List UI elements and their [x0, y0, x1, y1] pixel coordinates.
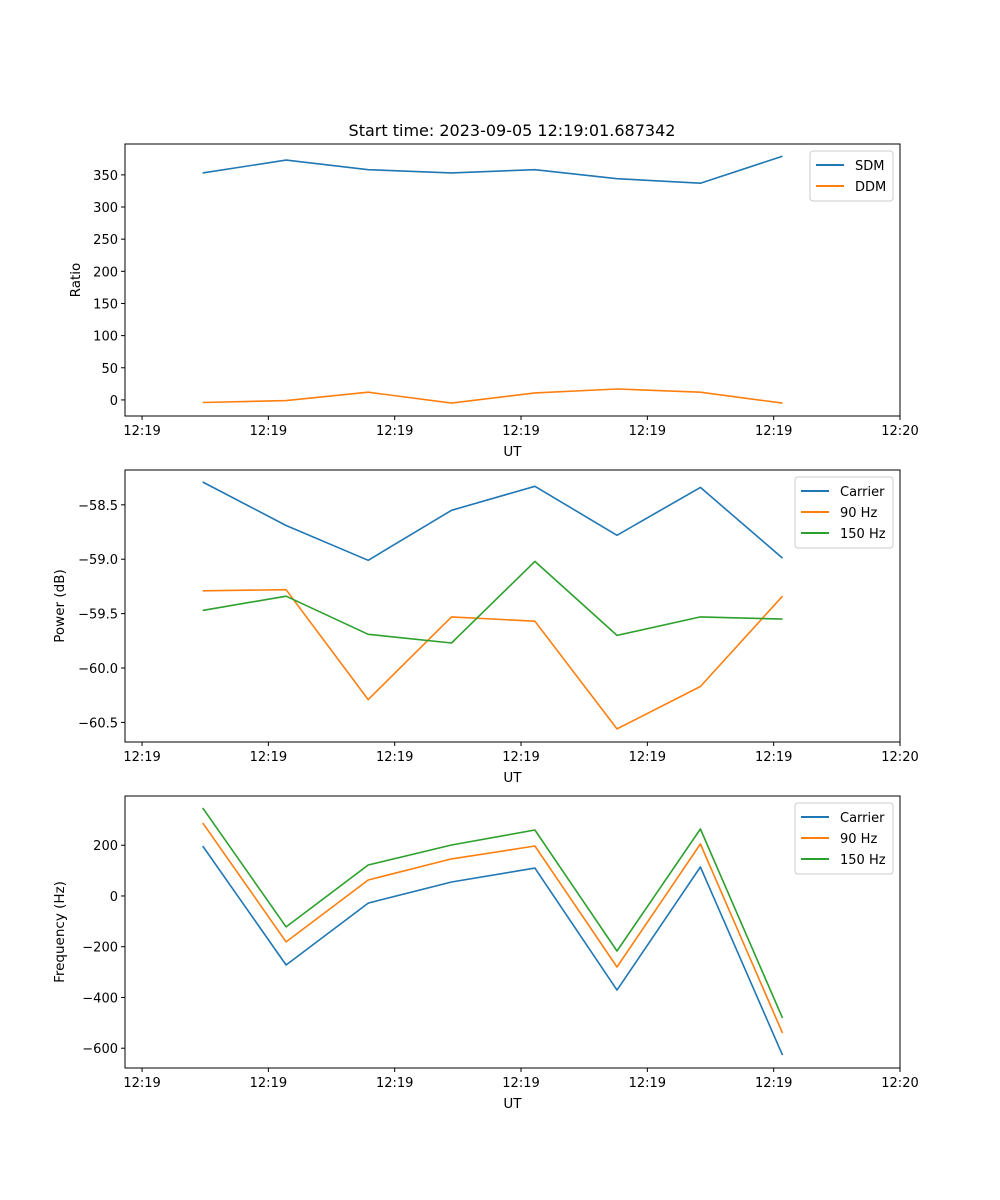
y-tick-label: −58.5 — [78, 499, 118, 514]
x-tick-label: 12:19 — [629, 1076, 666, 1091]
x-axis-label: UT — [503, 1096, 522, 1112]
x-tick-label: 12:19 — [376, 424, 413, 439]
y-tick-label: 350 — [93, 169, 118, 184]
legend: SDM DDM — [809, 150, 894, 202]
x-tick-label: 12:19 — [250, 424, 287, 439]
x-tick-label: 12:19 — [376, 750, 413, 765]
y-tick-label: −59.0 — [78, 553, 118, 568]
x-tick-label: 12:19 — [123, 424, 160, 439]
y-tick-label: −200 — [82, 941, 118, 956]
legend-box — [794, 802, 894, 875]
legend-label: 90 Hz — [840, 832, 877, 847]
y-tick-label: 0 — [110, 394, 118, 409]
chart-title: Start time: 2023-09-05 12:19:01.687342 — [349, 121, 676, 140]
legend-label: 90 Hz — [840, 506, 877, 521]
y-tick-label: −600 — [82, 1042, 118, 1057]
y-tick-label: −59.5 — [78, 608, 118, 623]
y-axis-label: Power (dB) — [52, 569, 68, 642]
legend-label: 150 Hz — [840, 527, 886, 542]
legend: Carrier 90 Hz 150 Hz — [794, 476, 894, 549]
x-tick-label: 12:19 — [376, 1076, 413, 1091]
x-tick-label: 12:19 — [755, 1076, 792, 1091]
y-tick-label: 0 — [110, 890, 118, 905]
series-line-150-hz — [202, 560, 783, 644]
x-tick-label: 12:19 — [755, 750, 792, 765]
axes-frame — [124, 469, 901, 743]
x-tick-label: 12:19 — [502, 1076, 539, 1091]
y-tick-label: 250 — [93, 233, 118, 248]
y-tick-label: 200 — [93, 265, 118, 280]
series-line-sdm — [202, 155, 783, 184]
x-tick-label: 12:19 — [755, 424, 792, 439]
y-axis-label: Frequency (Hz) — [52, 881, 68, 983]
legend-label: Carrier — [840, 485, 885, 500]
y-axis-label: Ratio — [68, 263, 84, 298]
x-tick-label: 12:19 — [502, 424, 539, 439]
x-tick-label: 12:19 — [250, 750, 287, 765]
y-tick-label: 150 — [93, 297, 118, 312]
y-tick-label: −400 — [82, 991, 118, 1006]
legend: Carrier 90 Hz 150 Hz — [794, 802, 894, 875]
legend-label: Carrier — [840, 811, 885, 826]
series-line-ddm — [202, 388, 783, 404]
subplot-3: 12:19 12:19 12:19 12:19 12:19 12:19 12:20 UT −60… — [52, 795, 919, 1112]
x-tick-label: 12:19 — [123, 750, 160, 765]
legend-box — [809, 150, 894, 202]
x-tick-label: 12:19 — [123, 1076, 160, 1091]
series-line-90-hz — [202, 588, 784, 730]
x-tick-label: 12:19 — [250, 1076, 287, 1091]
y-tick-label: 50 — [101, 362, 118, 377]
x-tick-label: 12:20 — [881, 1076, 918, 1091]
legend-label: SDM — [855, 159, 884, 174]
axes-frame — [124, 795, 901, 1069]
series-line-90-hz — [202, 822, 784, 1034]
x-tick-label: 12:20 — [881, 424, 918, 439]
y-tick-label: −60.5 — [78, 716, 118, 731]
y-tick-label: 300 — [93, 201, 118, 216]
series-line-carrier — [202, 481, 784, 562]
series-line-carrier — [202, 845, 784, 1056]
x-tick-label: 12:19 — [629, 424, 666, 439]
series-line-150-hz — [202, 807, 784, 1019]
axes-frame — [124, 143, 901, 417]
x-tick-label: 12:20 — [881, 750, 918, 765]
x-tick-label: 12:19 — [502, 750, 539, 765]
legend-box — [794, 476, 894, 549]
subplot-2: 12:19 12:19 12:19 12:19 12:19 12:19 12:20 UT −60… — [52, 469, 919, 786]
subplot-1: 12:19 12:19 12:19 12:19 12:19 12:19 12:20 UT 0 50… — [68, 143, 919, 460]
x-axis-label: UT — [503, 444, 522, 460]
legend-label: 150 Hz — [840, 853, 886, 868]
legend-label: DDM — [855, 180, 886, 195]
y-tick-label: −60.0 — [78, 662, 118, 677]
x-tick-label: 12:19 — [629, 750, 666, 765]
y-tick-label: 100 — [93, 330, 118, 345]
x-axis-label: UT — [503, 770, 522, 786]
y-tick-label: 200 — [93, 839, 118, 854]
